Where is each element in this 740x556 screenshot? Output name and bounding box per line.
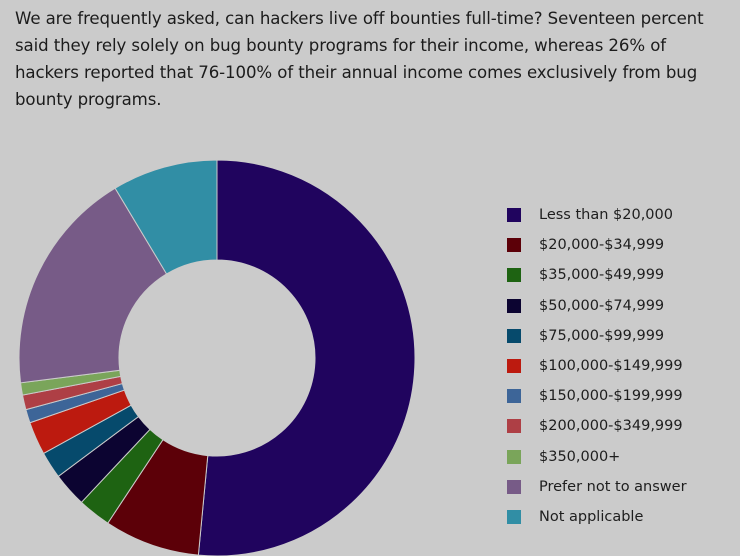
legend-swatch <box>507 449 521 464</box>
legend-item-35-000-49-999: $35,000-$49,999 <box>507 260 687 290</box>
intro-paragraph: We are frequently asked, can hackers liv… <box>15 9 704 109</box>
legend-label: $150,000-$199,999 <box>539 388 683 405</box>
legend-label: Less than $20,000 <box>539 207 673 224</box>
legend-item-75-000-99-999: $75,000-$99,999 <box>507 321 687 351</box>
legend-swatch <box>507 208 521 223</box>
legend-swatch <box>507 389 521 404</box>
legend-label: $200,000-$349,999 <box>539 418 683 435</box>
legend-swatch <box>507 479 521 494</box>
legend-swatch <box>507 298 521 313</box>
legend-label: $100,000-$149,999 <box>539 358 683 375</box>
legend-item-prefer-not-to-answer: Prefer not to answer <box>507 472 687 502</box>
legend-swatch <box>507 509 521 524</box>
legend-label: $75,000-$99,999 <box>539 327 665 344</box>
legend-label: $20,000-$34,999 <box>539 237 665 254</box>
chart-legend: Less than $20,000 $20,000-$34,999 $35,000-… <box>507 200 687 532</box>
legend-item-not-applicable: Not applicable <box>507 502 687 532</box>
legend-item-200-000-349-999: $200,000-$349,999 <box>507 411 687 441</box>
legend-label: Prefer not to answer <box>539 478 687 495</box>
legend-swatch <box>507 268 521 283</box>
legend-swatch <box>507 419 521 434</box>
legend-item-20-000-34-999: $20,000-$34,999 <box>507 230 687 260</box>
legend-swatch <box>507 238 521 253</box>
legend-swatch <box>507 328 521 343</box>
legend-item-less-than-20-000: Less than $20,000 <box>507 200 687 230</box>
legend-label: Not applicable <box>539 508 644 525</box>
legend-item-150-000-199-999: $150,000-$199,999 <box>507 381 687 411</box>
slice-not-applicable <box>114 159 218 275</box>
legend-swatch <box>507 359 521 374</box>
legend-item-100-000-149-999: $100,000-$149,999 <box>507 351 687 381</box>
legend-item-50-000-74-999: $50,000-$74,999 <box>507 291 687 321</box>
legend-label: $35,000-$49,999 <box>539 267 665 284</box>
slice-prefer-not-to-answer <box>18 187 168 384</box>
legend-label: $50,000-$74,999 <box>539 297 665 314</box>
slice-less-than-20-000 <box>197 159 416 556</box>
legend-label: $350,000+ <box>539 448 621 465</box>
legend-item-350-000: $350,000+ <box>507 442 687 472</box>
